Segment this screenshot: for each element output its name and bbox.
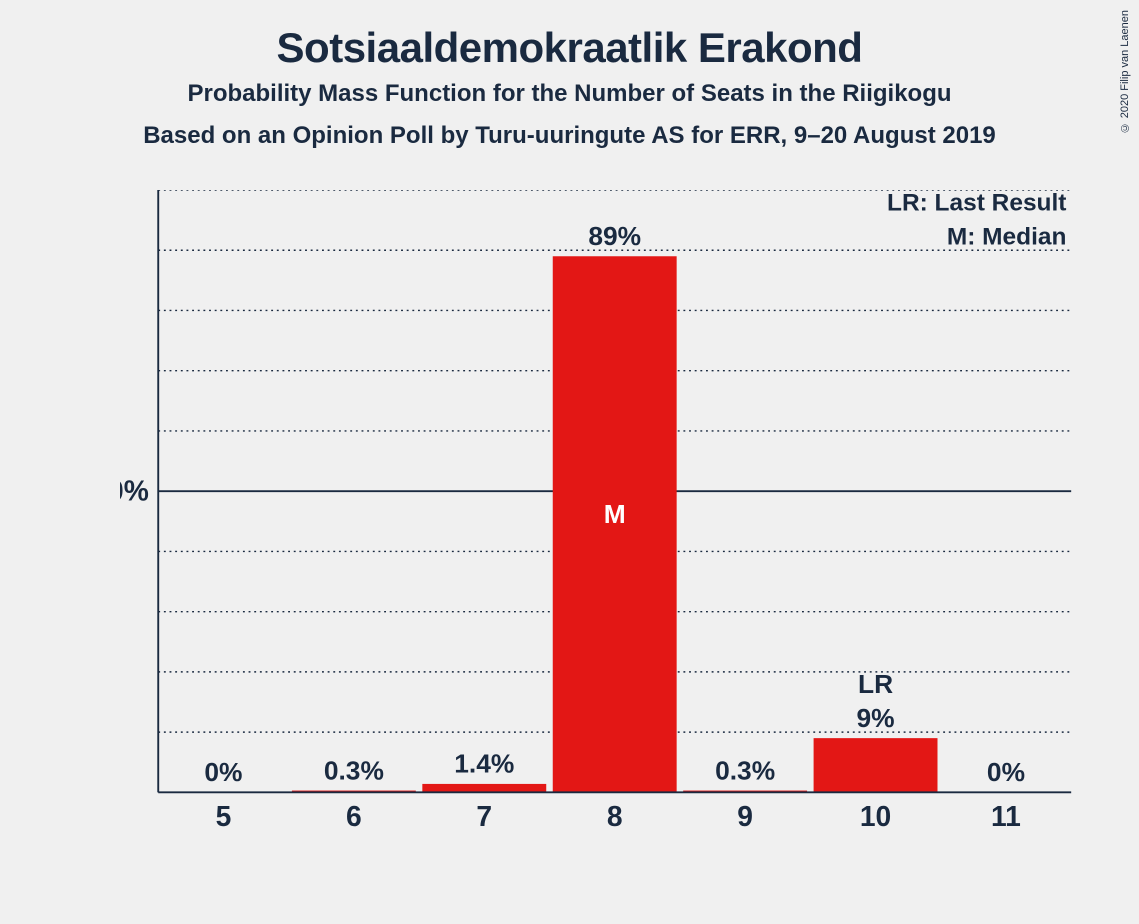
chart-title: Sotsiaaldemokraatlik Erakond (0, 24, 1139, 72)
x-ticks: 5 6 7 8 9 10 11 (216, 800, 1021, 830)
x-tick-label: 6 (346, 800, 362, 830)
copyright-text: © 2020 Filip van Laenen (1119, 10, 1131, 133)
chart-subtitle-2: Based on an Opinion Poll by Turu-uuringu… (0, 122, 1139, 150)
bar-inner-label: M (604, 499, 626, 529)
bar (814, 738, 938, 792)
y-tick-50: 50% (120, 475, 149, 507)
bar (422, 784, 546, 792)
bar-value-label: 1.4% (454, 749, 514, 779)
title-block: Sotsiaaldemokraatlik Erakond Probability… (0, 0, 1139, 150)
x-tick-label: 8 (607, 800, 623, 830)
legend-lr: LR: Last Result (887, 190, 1066, 217)
bar-value-label: 9% (857, 703, 895, 733)
chart-subtitle-1: Probability Mass Function for the Number… (0, 80, 1139, 108)
x-tick-label: 7 (476, 800, 492, 830)
legend-m: M: Median (947, 224, 1067, 251)
bars-group: 0% 0.3% 1.4% 89% M 0.3% 9% LR 0% (204, 221, 1025, 792)
x-tick-label: 5 (216, 800, 232, 830)
bar-value-label: 89% (588, 221, 641, 251)
bar-annotation: LR (858, 669, 893, 699)
x-tick-label: 11 (991, 800, 1021, 830)
bar-value-label: 0.3% (715, 755, 775, 785)
x-tick-label: 10 (860, 800, 891, 830)
bar-value-label: 0% (987, 757, 1025, 787)
bar-value-label: 0% (204, 757, 242, 787)
bar-value-label: 0.3% (324, 755, 384, 785)
x-tick-label: 9 (737, 800, 753, 830)
plot-svg: 0% 0.3% 1.4% 89% M 0.3% 9% LR 0% 50% 5 6 7 8 9 10 11 L… (120, 190, 1100, 830)
chart-container: © 2020 Filip van Laenen Sotsiaaldemokraa… (0, 0, 1139, 924)
